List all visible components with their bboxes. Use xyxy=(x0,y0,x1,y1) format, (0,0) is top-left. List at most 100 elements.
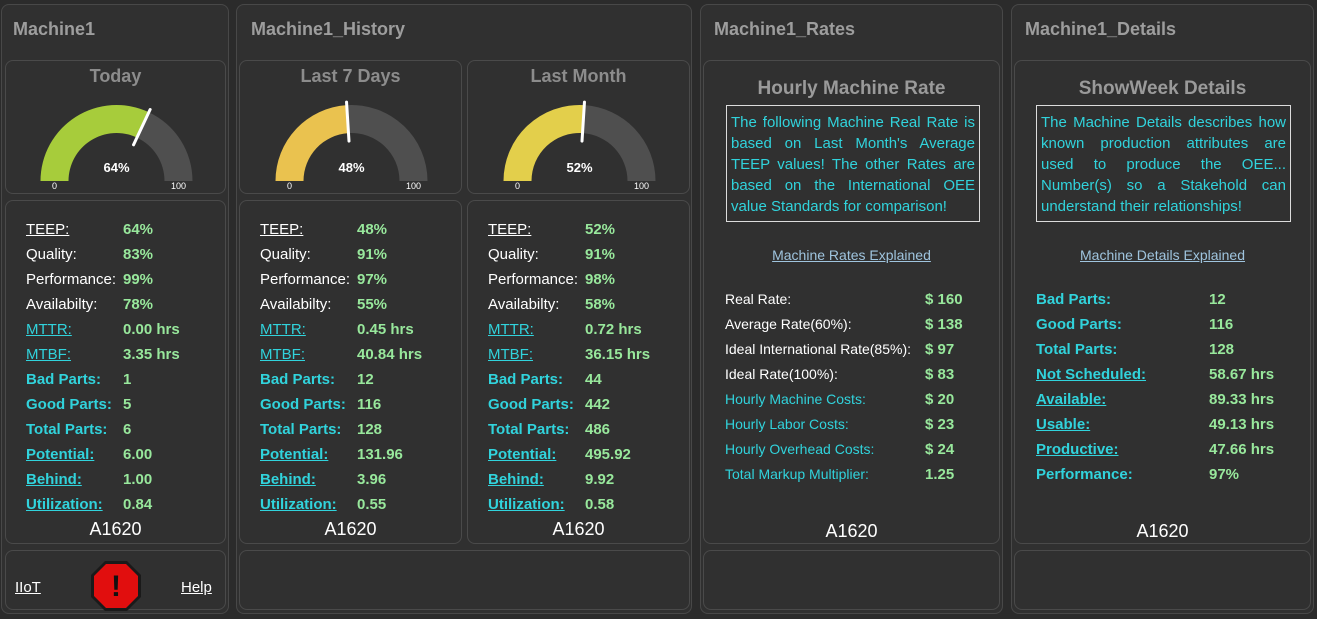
machine-id: A1620 xyxy=(89,519,142,539)
rates-explained-link[interactable]: Machine Rates Explained xyxy=(772,247,931,263)
svg-text:!: ! xyxy=(111,570,121,603)
rates-description: The following Machine Real Rate is based… xyxy=(726,105,980,222)
stat-label[interactable]: Behind: xyxy=(260,471,316,488)
stat-value: 91% xyxy=(585,246,616,263)
stat-value: 3.35 hrs xyxy=(123,346,180,363)
rate-value: $ 160 xyxy=(925,291,963,308)
stat-label[interactable]: MTBF: xyxy=(488,346,533,363)
stat-value: 40.84 hrs xyxy=(357,346,423,363)
detail-label: Good Parts: xyxy=(1036,316,1122,333)
detail-value: 116 xyxy=(1209,316,1234,333)
gauge-remaining-arc xyxy=(582,105,656,181)
stat-value: 99% xyxy=(123,271,154,288)
stat-label[interactable]: Potential: xyxy=(26,446,95,463)
stop-alert-icon[interactable]: ! xyxy=(90,560,142,612)
stat-value: 131.96 xyxy=(357,446,403,463)
stat-label: Performance: xyxy=(260,271,351,288)
stat-label: Quality: xyxy=(260,246,311,263)
rates-card: Hourly Machine Rate The following Machin… xyxy=(703,60,1000,544)
detail-label[interactable]: Usable: xyxy=(1036,416,1091,433)
rate-label: Ideal Rate(100%): xyxy=(725,366,838,382)
details-card: ShowWeek Details The Machine Details des… xyxy=(1014,60,1311,544)
detail-label: Performance: xyxy=(1036,466,1133,483)
machine-id: A1620 xyxy=(552,519,605,539)
stat-label: Total Parts: xyxy=(260,421,342,438)
details-explained-link[interactable]: Machine Details Explained xyxy=(1080,247,1245,263)
stat-value: 55% xyxy=(357,296,388,313)
detail-label[interactable]: Available: xyxy=(1036,391,1107,408)
stat-label: Good Parts: xyxy=(260,396,346,413)
machine-id: A1620 xyxy=(324,519,377,539)
stat-label: Total Parts: xyxy=(26,421,108,438)
rate-label: Real Rate: xyxy=(725,291,792,307)
rate-value: $ 23 xyxy=(925,416,955,433)
machine1-panel: Machine1 Today 64% 0 100 TEEP: 64% Quality: 8… xyxy=(1,4,229,614)
stat-label[interactable]: Behind: xyxy=(488,471,544,488)
detail-label[interactable]: Productive: xyxy=(1036,441,1119,458)
rate-value: $ 24 xyxy=(925,441,955,458)
stat-label[interactable]: Utilization: xyxy=(488,496,565,513)
details-title: ShowWeek Details xyxy=(1078,78,1247,99)
stat-label[interactable]: Utilization: xyxy=(26,496,103,513)
rates-footer-card xyxy=(703,550,1000,610)
stat-label[interactable]: TEEP: xyxy=(26,221,70,238)
stat-label[interactable]: TEEP: xyxy=(260,221,304,238)
stat-label: Bad Parts: xyxy=(260,371,336,388)
detail-value: 89.33 hrs xyxy=(1209,391,1275,408)
stat-label[interactable]: Potential: xyxy=(488,446,557,463)
detail-value: 12 xyxy=(1209,291,1226,308)
rate-value: $ 138 xyxy=(925,316,963,333)
stat-label[interactable]: Potential: xyxy=(260,446,329,463)
stat-value: 98% xyxy=(585,271,616,288)
detail-label: Total Parts: xyxy=(1036,341,1118,358)
stat-value: 0.58 xyxy=(585,496,615,513)
stat-label: Quality: xyxy=(488,246,539,263)
stat-label[interactable]: TEEP: xyxy=(488,221,532,238)
stat-label: Availabilty: xyxy=(260,296,332,313)
gauge-remaining-arc xyxy=(346,105,428,181)
gauge-max-label: 100 xyxy=(634,181,649,191)
stat-label[interactable]: MTBF: xyxy=(26,346,71,363)
panel-title: Machine1_History xyxy=(251,19,406,39)
stat-value: 58% xyxy=(585,296,616,313)
stat-value: 6 xyxy=(123,421,132,438)
stat-label[interactable]: MTTR: xyxy=(26,321,72,338)
detail-value: 128 xyxy=(1209,341,1235,358)
detail-label[interactable]: Not Scheduled: xyxy=(1036,366,1147,383)
stat-value: 48% xyxy=(357,221,388,238)
rate-label: Ideal International Rate(85%): xyxy=(725,341,911,357)
rate-label: Hourly Labor Costs: xyxy=(725,416,849,432)
rate-label: Hourly Machine Costs: xyxy=(725,391,866,407)
stat-value: 36.15 hrs xyxy=(585,346,651,363)
iiot-link[interactable]: IIoT xyxy=(15,579,41,596)
stat-value: 91% xyxy=(357,246,388,263)
rates-title: Hourly Machine Rate xyxy=(757,78,946,99)
stat-label[interactable]: MTTR: xyxy=(488,321,534,338)
panel-title: Machine1_Rates xyxy=(714,19,856,39)
gauge-needle xyxy=(580,100,586,143)
help-link[interactable]: Help xyxy=(181,579,212,596)
stat-label[interactable]: MTTR: xyxy=(260,321,306,338)
stat-label[interactable]: Behind: xyxy=(26,471,82,488)
stat-label: Total Parts: xyxy=(488,421,570,438)
stat-label: Good Parts: xyxy=(488,396,574,413)
stat-label: Performance: xyxy=(26,271,117,288)
gauge-min-label: 0 xyxy=(52,181,57,191)
gauge-max-label: 100 xyxy=(171,181,186,191)
rate-value: $ 20 xyxy=(925,391,955,408)
gauge-fill-arc xyxy=(275,105,349,181)
details-description: The Machine Details describes how known … xyxy=(1036,105,1291,222)
today-stats-card: TEEP: 64% Quality: 83% Performance: 99% Availa… xyxy=(5,200,226,544)
stat-label[interactable]: Utilization: xyxy=(260,496,337,513)
stat-value: 495.92 xyxy=(585,446,631,463)
stat-value: 1 xyxy=(123,371,132,388)
machine-id: A1620 xyxy=(1136,521,1189,541)
detail-label: Bad Parts: xyxy=(1036,291,1112,308)
stat-value: 52% xyxy=(585,221,616,238)
week-gauge-card: Last 7 Days 48% 0 100 xyxy=(239,60,462,194)
gauge-value-label: 48% xyxy=(338,160,364,175)
stat-label[interactable]: MTBF: xyxy=(260,346,305,363)
gauge-needle xyxy=(345,100,351,143)
stat-value: 83% xyxy=(123,246,154,263)
stat-label: Good Parts: xyxy=(26,396,112,413)
